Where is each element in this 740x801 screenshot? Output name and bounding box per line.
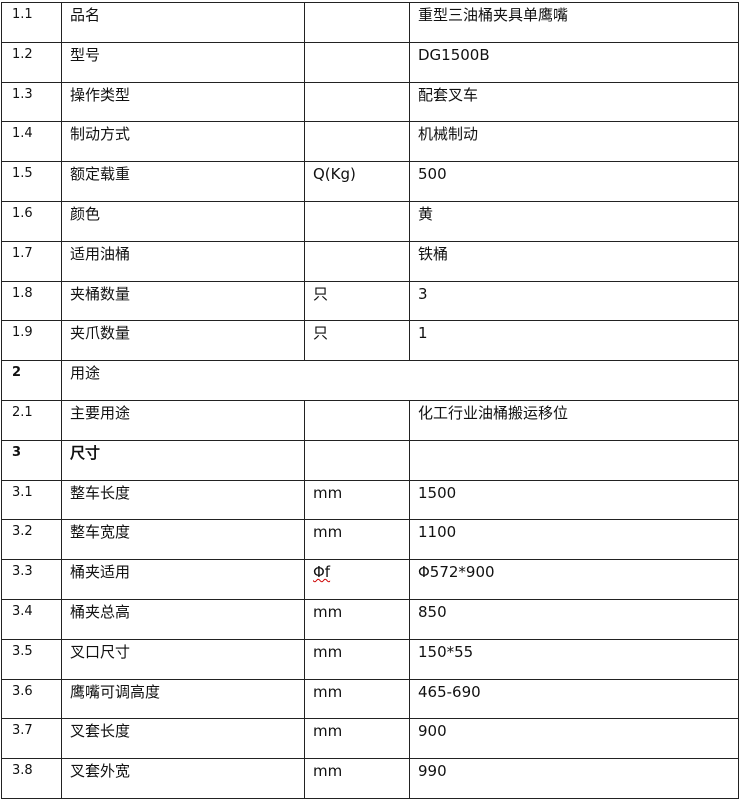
item-name: 桶夹适用: [61, 559, 305, 600]
row-number: 1.9: [1, 320, 62, 362]
item-unit: mm: [304, 598, 410, 640]
table-row: 2.1 主要用途 化工行业油桶搬运移位: [1, 399, 739, 441]
row-number: 3.8: [1, 758, 62, 799]
item-value: 铁桶: [409, 240, 739, 282]
table-row: 1.3 操作类型 配套叉车: [1, 81, 739, 123]
item-name: 适用油桶: [61, 240, 305, 282]
row-number: 1.3: [1, 81, 62, 123]
item-value: 150*55: [409, 638, 739, 680]
item-unit: [304, 41, 410, 83]
item-value: 500: [409, 161, 739, 202]
table-row: 1.4 制动方式 机械制动: [1, 121, 739, 163]
table-row: 3.4 桶夹总高 mm 850: [1, 598, 739, 640]
item-name: 尺寸: [61, 439, 305, 481]
table-row: 3.7 叉套长度 mm 900: [1, 718, 739, 760]
item-name: 叉套外宽: [61, 758, 305, 799]
item-name: 型号: [61, 41, 305, 83]
row-number: 3.5: [1, 638, 62, 680]
row-number: 1.7: [1, 240, 62, 282]
item-unit: mm: [304, 638, 410, 680]
table-row: 2 用途: [1, 360, 739, 401]
item-unit: [304, 399, 410, 441]
item-unit: mm: [304, 479, 410, 521]
item-name: 整车宽度: [61, 519, 305, 561]
item-name: 操作类型: [61, 81, 305, 123]
item-value: 1500: [409, 479, 739, 521]
item-value: Φ572*900: [409, 559, 739, 600]
table-row: 1.5 额定载重 Q(Kg) 500: [1, 161, 739, 202]
table-row: 1.2 型号 DG1500B: [1, 41, 739, 83]
section-title: 用途: [61, 360, 739, 401]
item-unit: mm: [304, 758, 410, 799]
item-value: 1100: [409, 519, 739, 561]
row-number: 3.1: [1, 479, 62, 521]
row-number: 1.6: [1, 200, 62, 242]
row-number: 2: [1, 360, 62, 401]
table-row: 3.6 鹰嘴可调高度 mm 465-690: [1, 678, 739, 720]
item-name: 主要用途: [61, 399, 305, 441]
row-number: 1.5: [1, 161, 62, 202]
item-value: 3: [409, 280, 739, 322]
item-value: 990: [409, 758, 739, 799]
row-number: 3.4: [1, 598, 62, 640]
table-row: 1.8 夹桶数量只 3: [1, 280, 739, 322]
row-number: 3.6: [1, 678, 62, 720]
table-row: 1.6 颜色 黄: [1, 200, 739, 242]
table-row: 3.5 叉口尺寸 mm 150*55: [1, 638, 739, 680]
item-value: [409, 439, 739, 481]
table-row: 1.1 品名 重型三油桶夹具单鹰嘴: [1, 2, 739, 43]
item-name: 品名: [61, 2, 305, 43]
item-unit: mm: [304, 678, 410, 720]
item-unit: 只: [304, 280, 410, 322]
row-number: 1.4: [1, 121, 62, 163]
table-row: 1.9 夹爪数量只 1: [1, 320, 739, 362]
item-value: 1: [409, 320, 739, 362]
item-name: 整车长度: [61, 479, 305, 521]
table-row: 3.2 整车宽度 mm 1100: [1, 519, 739, 561]
item-value: 465-690: [409, 678, 739, 720]
item-value: 900: [409, 718, 739, 760]
item-unit: [304, 81, 410, 123]
item-unit: mm: [304, 718, 410, 760]
item-name: 叉口尺寸: [61, 638, 305, 680]
row-number: 3.7: [1, 718, 62, 760]
item-name: 制动方式: [61, 121, 305, 163]
item-name: 颜色: [61, 200, 305, 242]
row-number: 1.1: [1, 2, 62, 43]
item-unit: mm: [304, 519, 410, 561]
item-name: 夹桶数量: [61, 280, 305, 322]
item-unit: [304, 121, 410, 163]
item-name: 夹爪数量: [61, 320, 305, 362]
item-name: 桶夹总高: [61, 598, 305, 640]
table-row: 3.8 叉套外宽 mm 990: [1, 758, 739, 799]
row-number: 3.2: [1, 519, 62, 561]
row-number: 1.2: [1, 41, 62, 83]
item-unit: 只: [304, 320, 410, 362]
item-unit: [304, 439, 410, 481]
row-number: 1.8: [1, 280, 62, 322]
table-row: 3.3 桶夹适用 Φf Φ572*900: [1, 559, 739, 600]
item-value: DG1500B: [409, 41, 739, 83]
table-row: 3.1 整车长度 mm 1500: [1, 479, 739, 521]
item-value: 重型三油桶夹具单鹰嘴: [409, 2, 739, 43]
item-value: 化工行业油桶搬运移位: [409, 399, 739, 441]
item-unit: Q(Kg): [304, 161, 410, 202]
item-value: 机械制动: [409, 121, 739, 163]
row-number: 3.3: [1, 559, 62, 600]
row-number: 3: [1, 439, 62, 481]
item-value: 黄: [409, 200, 739, 242]
item-unit: [304, 2, 410, 43]
row-number: 2.1: [1, 399, 62, 441]
table-row: 3 尺寸: [1, 439, 739, 481]
item-name: 额定载重: [61, 161, 305, 202]
item-unit: [304, 200, 410, 242]
item-value: 配套叉车: [409, 81, 739, 123]
table-row: 1.7 适用油桶 铁桶: [1, 240, 739, 282]
item-unit: [304, 240, 410, 282]
item-unit: Φf: [304, 559, 410, 600]
item-name: 叉套长度: [61, 718, 305, 760]
item-name: 鹰嘴可调高度: [61, 678, 305, 720]
item-value: 850: [409, 598, 739, 640]
